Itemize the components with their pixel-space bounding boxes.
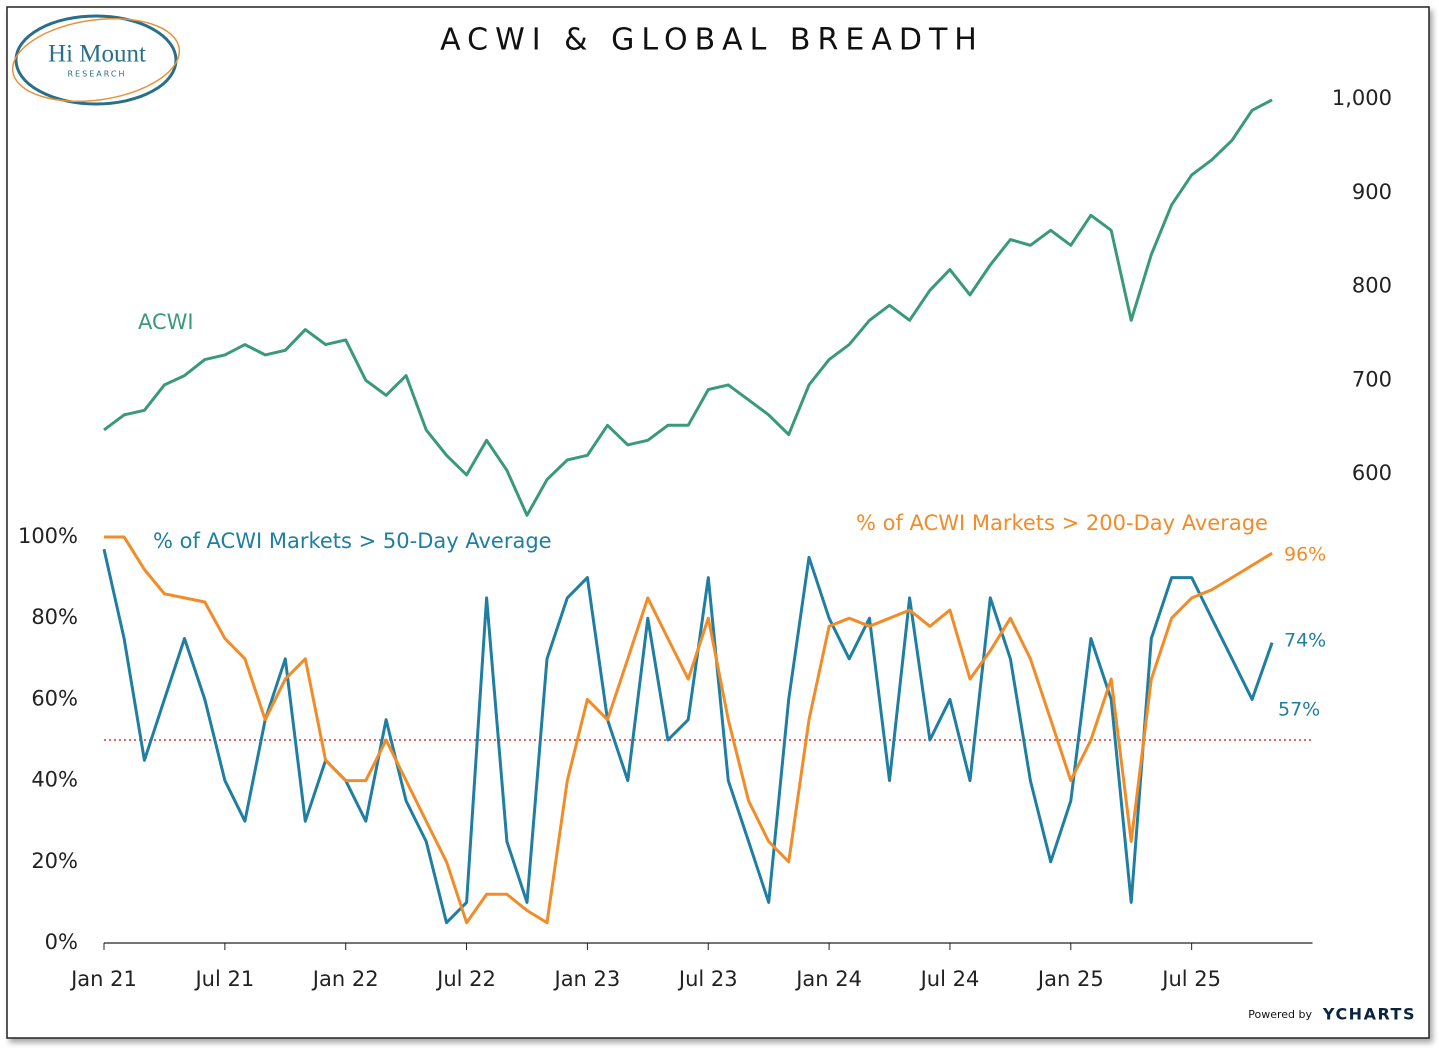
y-tick-label: 80% — [31, 605, 78, 629]
x-tick-label: Jul 24 — [919, 967, 980, 991]
y-tick-label: 800 — [1352, 274, 1392, 298]
y-tick-label: 20% — [31, 849, 78, 873]
end-label: 74% — [1284, 630, 1326, 652]
frame — [6, 6, 1430, 1039]
x-tick-label: Jan 21 — [69, 967, 137, 991]
logo-text: Hi Mount — [48, 41, 146, 68]
y-tick-label: 700 — [1352, 367, 1392, 391]
brand: YCHARTS — [1322, 1005, 1416, 1024]
y-tick-label: 600 — [1352, 461, 1392, 485]
x-tick-label: Jul 22 — [435, 967, 496, 991]
x-tick-label: Jul 25 — [1160, 967, 1221, 991]
end-label: 96% — [1284, 544, 1326, 566]
x-tick-label: Jan 24 — [794, 967, 862, 991]
line-series — [103, 98, 1273, 517]
x-tick-label: Jul 21 — [193, 967, 254, 991]
y-tick-label: 40% — [31, 768, 78, 792]
series-label: % of ACWI Markets > 200-Day Average — [856, 511, 1268, 535]
line-series — [102, 548, 1274, 925]
logo-sub: RESEARCH — [68, 70, 127, 79]
y-tick-label: 1,000 — [1332, 86, 1392, 110]
line-series — [104, 535, 1273, 925]
x-tick-label: Jul 23 — [677, 967, 738, 991]
end-label: 57% — [1278, 699, 1320, 721]
footer: Powered by — [1248, 1008, 1312, 1021]
logo-ring — [14, 14, 178, 106]
y-tick-label: 60% — [31, 686, 78, 710]
y-tick-label: 100% — [18, 524, 78, 548]
y-tick-label: 900 — [1352, 180, 1392, 204]
series-label: % of ACWI Markets > 50-Day Average — [153, 529, 552, 553]
x-tick-label: Jan 23 — [553, 967, 621, 991]
y-tick-label: 0% — [45, 930, 78, 954]
x-tick-label: Jan 22 — [311, 967, 379, 991]
series-label: ACWI — [138, 310, 194, 334]
chart-title: ACWI & GLOBAL BREADTH — [440, 23, 984, 58]
x-tick-label: Jan 25 — [1036, 967, 1104, 991]
logo-ring — [11, 17, 181, 103]
